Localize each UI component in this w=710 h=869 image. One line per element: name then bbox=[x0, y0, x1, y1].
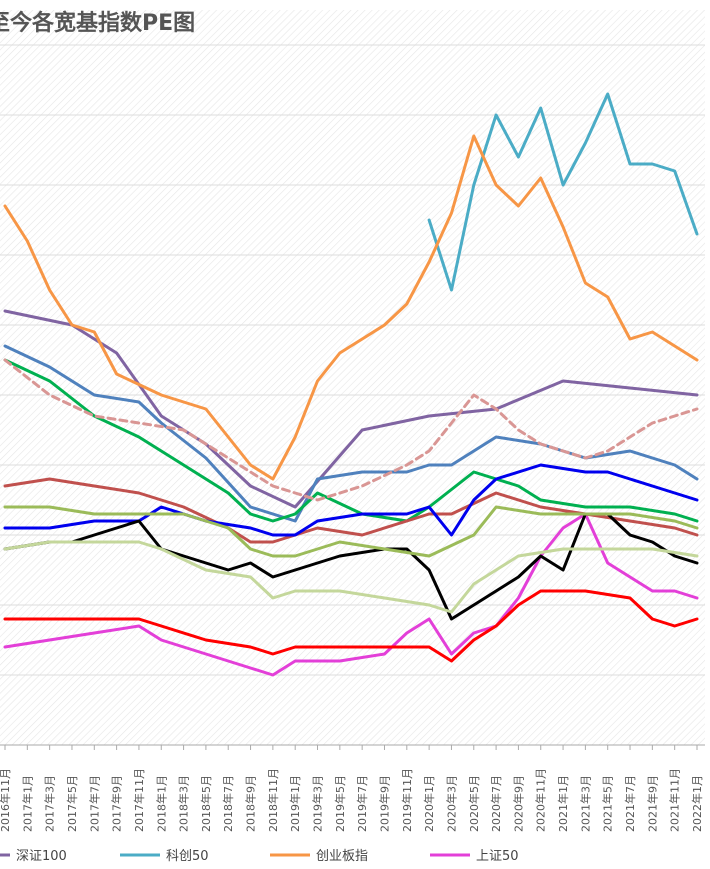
series-line-12 bbox=[3, 358, 699, 502]
series-line-3 bbox=[3, 512, 699, 677]
x-tick-label: 2019年1月 bbox=[288, 775, 302, 832]
x-tick-label: 2018年3月 bbox=[177, 775, 191, 832]
legend-label: 深证100 bbox=[16, 849, 67, 864]
x-tick-label: 2018年9月 bbox=[244, 775, 258, 832]
plot-area bbox=[0, 10, 705, 745]
x-tick-layer: 2016年11月 2017年1月 2017年3月 2017年5月 2017年7月 2017… bbox=[0, 745, 704, 832]
legend-label: 科创50 bbox=[166, 849, 209, 864]
x-tick-label: 2017年9月 bbox=[110, 775, 124, 832]
series-layer bbox=[3, 92, 699, 677]
x-tick-label: 2017年5月 bbox=[65, 775, 79, 832]
x-tick-label: 2018年7月 bbox=[221, 775, 235, 832]
x-tick-label: 2019年3月 bbox=[311, 775, 325, 832]
legend: 深证100 科创50 创业板指 上证50 bbox=[0, 849, 519, 864]
x-tick-label: 2018年5月 bbox=[199, 775, 213, 832]
series-line-0 bbox=[3, 309, 699, 509]
series-line-9 bbox=[3, 505, 699, 558]
x-tick-label: 2016年11月 bbox=[0, 768, 12, 832]
x-tick-label: 2021年3月 bbox=[578, 775, 592, 832]
x-tick-label: 2021年9月 bbox=[645, 775, 659, 832]
x-tick-label: 2017年7月 bbox=[87, 775, 101, 832]
x-tick-label: 2020年1月 bbox=[422, 775, 436, 832]
series-line-5 bbox=[3, 358, 699, 523]
x-tick-label: 2019年5月 bbox=[333, 775, 347, 832]
x-tick-label: 2019年11月 bbox=[400, 768, 414, 832]
series-line-1 bbox=[427, 92, 699, 292]
legend-label: 创业板指 bbox=[316, 849, 368, 864]
x-tick-label: 2018年11月 bbox=[266, 768, 280, 832]
chart-title: 至今各宽基指数PE图 bbox=[0, 10, 195, 36]
series-line-2 bbox=[3, 134, 699, 481]
x-tick-label: 2022年1月 bbox=[690, 775, 704, 832]
x-tick-label: 2018年1月 bbox=[154, 775, 168, 832]
x-tick-label: 2017年3月 bbox=[43, 775, 57, 832]
legend-label: 上证50 bbox=[476, 849, 519, 864]
x-tick-label: 2021年5月 bbox=[601, 775, 615, 832]
x-tick-label: 2020年9月 bbox=[511, 775, 525, 832]
x-tick-label: 2020年5月 bbox=[467, 775, 481, 832]
x-tick-label: 2017年11月 bbox=[132, 768, 146, 832]
x-tick-label: 2019年9月 bbox=[378, 775, 392, 832]
series-line-10 bbox=[3, 540, 699, 614]
x-tick-label: 2021年11月 bbox=[668, 768, 682, 832]
series-line-11 bbox=[3, 589, 699, 663]
x-tick-label: 2020年3月 bbox=[445, 775, 459, 832]
grid-layer bbox=[0, 44, 705, 676]
x-tick-label: 2019年7月 bbox=[355, 775, 369, 832]
x-tick-label: 2020年11月 bbox=[534, 768, 548, 832]
x-tick-label: 2017年1月 bbox=[20, 775, 34, 832]
x-tick-label: 2020年7月 bbox=[489, 775, 503, 832]
x-tick-label: 2021年1月 bbox=[556, 775, 570, 832]
x-tick-label: 2021年7月 bbox=[623, 775, 637, 832]
